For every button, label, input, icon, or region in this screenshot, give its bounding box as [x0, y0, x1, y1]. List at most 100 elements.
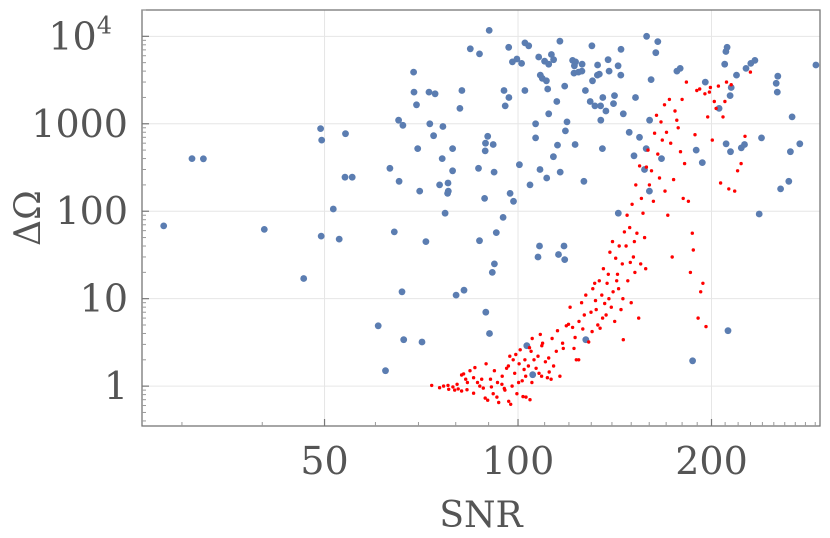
blue-point — [614, 62, 622, 70]
red-point — [690, 231, 694, 235]
red-point — [703, 92, 707, 96]
red-point — [621, 297, 625, 301]
red-point — [468, 369, 472, 373]
blue-point — [692, 146, 700, 154]
blue-point — [636, 133, 643, 141]
red-point — [646, 148, 650, 152]
red-point — [455, 382, 459, 386]
blue-point — [317, 232, 325, 240]
blue-point — [410, 68, 417, 76]
tick-labels: 50 100 200 1 10 100 1000 104 — [31, 11, 747, 483]
red-point — [526, 364, 531, 368]
blue-point — [532, 134, 539, 142]
red-point — [523, 358, 527, 362]
red-point — [639, 196, 644, 201]
red-point — [522, 367, 526, 372]
red-point — [647, 183, 652, 187]
red-point — [706, 115, 710, 119]
blue-point — [561, 82, 569, 90]
red-point — [529, 349, 533, 353]
red-point — [718, 181, 723, 185]
blue-point — [486, 330, 493, 337]
red-point — [560, 341, 565, 345]
red-point — [446, 383, 450, 388]
red-point — [582, 313, 586, 317]
red-point — [671, 177, 676, 182]
red-point — [484, 362, 488, 366]
blue-point — [550, 153, 557, 161]
red-point — [633, 270, 637, 275]
red-point — [514, 352, 518, 357]
red-point — [589, 310, 593, 314]
red-point — [513, 371, 517, 375]
blue-point — [489, 141, 497, 148]
blue-point — [646, 187, 653, 195]
blue-point — [722, 140, 730, 148]
blue-point — [318, 136, 326, 144]
red-point — [660, 138, 664, 142]
blue-point — [652, 49, 660, 57]
red-point — [739, 161, 743, 166]
blue-point — [482, 139, 489, 147]
blue-point — [390, 228, 398, 236]
x-axis-label: SNR — [439, 495, 523, 536]
blue-point — [501, 102, 509, 110]
red-point — [551, 364, 556, 368]
blue-point — [588, 42, 596, 50]
blue-point — [796, 140, 804, 148]
red-point — [573, 335, 577, 340]
blue-point — [413, 101, 420, 109]
red-point — [489, 385, 494, 389]
blue-point — [723, 43, 731, 51]
blue-point — [481, 195, 488, 202]
blue-point — [382, 367, 389, 375]
red-point — [678, 150, 683, 154]
blue-point — [774, 72, 782, 80]
red-point — [504, 366, 509, 370]
blue-point — [572, 58, 579, 66]
red-point — [684, 80, 689, 84]
blue-point — [545, 110, 553, 118]
blue-point — [395, 116, 402, 124]
red-point — [604, 313, 608, 317]
red-point — [693, 133, 697, 137]
red-point — [506, 364, 511, 368]
red-point — [727, 187, 731, 191]
red-point — [447, 387, 451, 391]
red-point — [495, 395, 499, 399]
red-point — [555, 329, 560, 333]
blue-point — [741, 141, 748, 148]
blue-point — [647, 76, 655, 83]
red-point — [606, 272, 610, 276]
blue-point — [555, 251, 562, 258]
red-point — [654, 113, 659, 118]
red-point — [673, 109, 677, 113]
blue-point — [485, 27, 493, 34]
red-point — [723, 99, 727, 104]
blue-point — [591, 102, 599, 110]
red-point — [642, 235, 647, 240]
red-point — [471, 376, 476, 380]
red-point — [607, 297, 611, 301]
red-point — [729, 83, 733, 87]
blue-point — [430, 132, 437, 140]
red-point — [688, 270, 693, 275]
red-point — [510, 384, 514, 388]
blue-point — [466, 45, 474, 53]
blue-point — [374, 322, 382, 330]
y-tick-label: 1 — [104, 364, 128, 408]
red-point — [521, 394, 525, 399]
blue-point — [342, 130, 349, 138]
blue-point — [449, 167, 456, 175]
red-point — [600, 293, 604, 297]
red-point — [547, 356, 551, 360]
red-point — [475, 380, 480, 385]
blue-point — [481, 147, 489, 155]
red-point — [620, 262, 624, 266]
red-point — [701, 281, 705, 285]
blue-point — [188, 155, 196, 163]
blue-point — [505, 94, 513, 101]
red-point — [716, 84, 721, 88]
red-point — [518, 348, 522, 352]
red-point — [561, 346, 565, 351]
